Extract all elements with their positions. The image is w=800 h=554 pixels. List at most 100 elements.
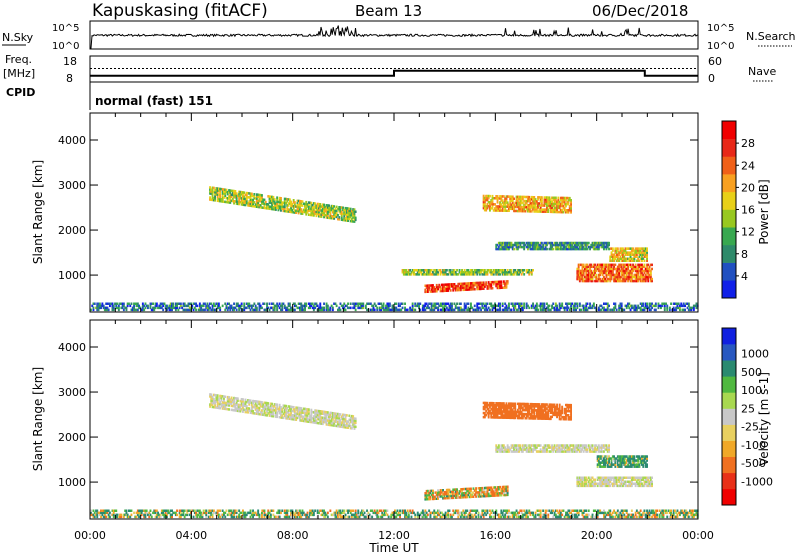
heatmap-cell <box>509 205 512 208</box>
heatmap-cell <box>440 495 443 498</box>
heatmap-cell <box>315 415 318 418</box>
heatmap-cell <box>271 207 273 211</box>
heatmap-cell <box>339 413 342 416</box>
heatmap-cell <box>537 405 539 408</box>
heatmap-cell <box>214 400 216 403</box>
heatmap-cell <box>644 247 647 250</box>
heatmap-cell <box>496 201 499 204</box>
heatmap-cell <box>482 488 485 492</box>
heatmap-cell <box>516 247 519 251</box>
heatmap-cell <box>443 283 446 286</box>
cpid-label: CPID <box>6 86 35 99</box>
heatmap-cell <box>211 190 214 194</box>
heatmap-cell <box>281 201 284 204</box>
heatmap-cell <box>651 302 653 305</box>
heatmap-cell <box>533 407 536 410</box>
heatmap-cell <box>589 273 591 277</box>
heatmap-cell <box>605 476 608 479</box>
heatmap-cell <box>257 410 260 414</box>
heatmap-cell <box>540 413 543 416</box>
heatmap-cell <box>326 423 329 426</box>
heatmap-cell <box>238 308 241 312</box>
heatmap-cell <box>271 404 273 408</box>
heatmap-cell <box>138 304 140 308</box>
heatmap-cell <box>609 273 612 277</box>
heatmap-cell <box>515 247 518 251</box>
heatmap-cell <box>276 302 279 305</box>
heatmap-cell <box>439 493 442 496</box>
heatmap-cell <box>490 287 493 290</box>
heatmap-cell <box>646 251 648 254</box>
heatmap-cell <box>257 412 260 416</box>
heatmap-cell <box>325 208 328 211</box>
heatmap-cell <box>147 306 149 310</box>
heatmap-cell <box>485 271 488 274</box>
heatmap-cell <box>492 306 495 310</box>
heatmap-cell <box>548 409 551 412</box>
heatmap-cell <box>477 491 480 494</box>
heatmap-cell <box>620 302 623 305</box>
heatmap-cell <box>578 245 581 249</box>
heatmap-cell <box>386 306 389 310</box>
heatmap-cell <box>231 408 234 412</box>
heatmap-cell <box>551 200 553 203</box>
heatmap-cell <box>505 308 508 312</box>
heatmap-cell <box>463 304 466 308</box>
heatmap-cell <box>295 304 298 308</box>
heatmap-cell <box>242 199 244 202</box>
heatmap-cell <box>282 207 285 210</box>
heatmap-cell <box>614 251 617 254</box>
heatmap-cell <box>511 416 514 420</box>
heatmap-cell <box>239 407 242 411</box>
heatmap-cell <box>520 306 523 310</box>
heatmap-cell <box>566 196 569 200</box>
heatmap-cell <box>527 415 529 418</box>
heatmap-cell <box>599 243 602 247</box>
heatmap-cell <box>608 247 610 251</box>
heatmap-cell <box>228 197 230 200</box>
heatmap-cell <box>513 402 515 405</box>
heatmap-cell <box>92 308 95 312</box>
heatmap-cell <box>571 245 574 249</box>
heatmap-cell <box>563 247 566 251</box>
heatmap-cell <box>489 486 491 489</box>
heatmap-cell <box>271 410 273 414</box>
heatmap-cell <box>226 397 229 401</box>
heatmap-cell <box>286 198 289 201</box>
heatmap-cell <box>176 306 178 310</box>
heatmap-cell <box>300 210 303 213</box>
heatmap-cell <box>591 279 594 283</box>
heatmap-cell <box>518 402 520 406</box>
heatmap-cell <box>333 213 336 216</box>
heatmap-cell <box>428 273 431 276</box>
heatmap-cell <box>638 247 641 250</box>
heatmap-cell <box>485 401 488 405</box>
heatmap-cell <box>557 407 560 411</box>
heatmap-cell <box>492 209 495 212</box>
heatmap-cell <box>558 202 561 206</box>
heatmap-cell <box>220 394 223 398</box>
heatmap-cell <box>358 306 361 310</box>
heatmap-cell <box>514 408 517 412</box>
heatmap-cell <box>533 210 536 213</box>
heatmap-cell <box>254 308 257 312</box>
heatmap-cell <box>568 209 571 212</box>
heatmap-cell <box>216 304 219 308</box>
heatmap-cell <box>516 302 519 305</box>
heatmap-cell <box>691 306 694 310</box>
heatmap-cell <box>168 304 171 308</box>
heatmap-cell <box>267 408 270 411</box>
heatmap-cell <box>527 195 529 199</box>
heatmap-cell <box>515 205 518 209</box>
heatmap-cell <box>566 409 569 413</box>
heatmap-cell <box>263 405 266 409</box>
heatmap-cell <box>492 490 495 493</box>
heatmap-cell <box>348 215 351 219</box>
heatmap-cell <box>283 404 286 408</box>
heatmap-cell <box>644 302 647 305</box>
heatmap-cell <box>130 308 133 312</box>
heatmap-cell <box>307 412 310 415</box>
heatmap-cell <box>352 220 355 223</box>
heatmap-cell <box>567 247 570 251</box>
